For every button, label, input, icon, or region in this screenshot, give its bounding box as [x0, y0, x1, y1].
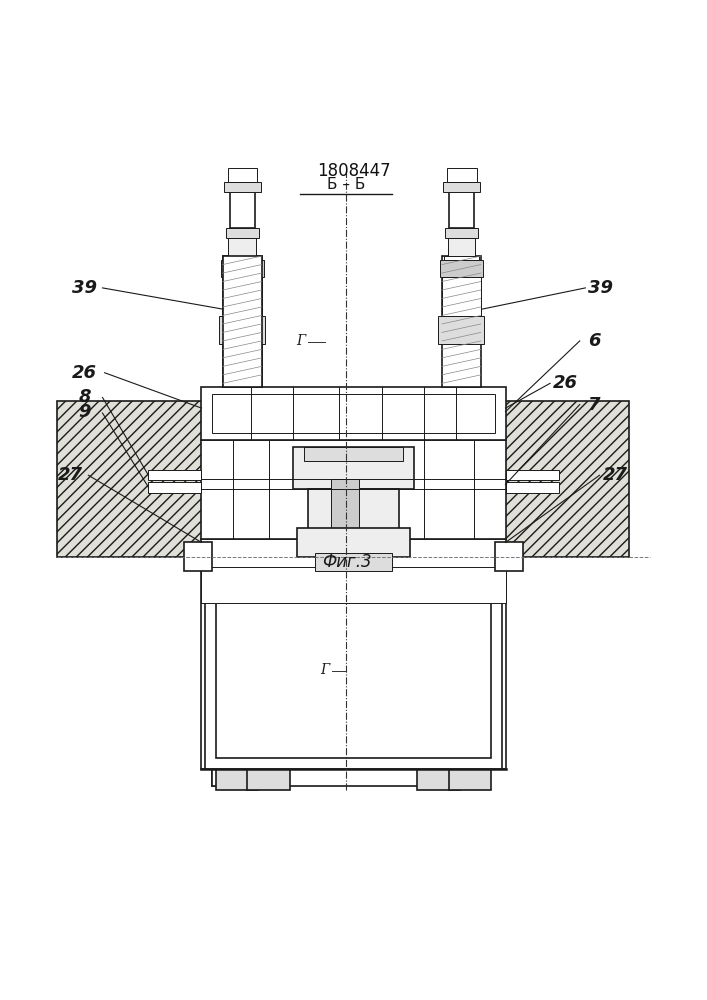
Bar	[331, 479, 359, 532]
Text: 39: 39	[72, 279, 98, 297]
Bar	[212, 394, 495, 433]
Bar	[506, 482, 559, 493]
Bar	[417, 769, 460, 790]
Bar	[442, 256, 481, 387]
Bar	[205, 557, 502, 769]
Bar	[216, 571, 491, 755]
Bar	[219, 316, 265, 344]
Bar	[228, 168, 257, 182]
Bar	[224, 182, 261, 192]
Bar	[304, 447, 403, 461]
Bar	[449, 189, 474, 228]
Bar	[447, 168, 477, 182]
Bar	[223, 277, 262, 316]
Bar	[223, 256, 262, 387]
Text: 27: 27	[58, 466, 83, 484]
Bar	[216, 567, 491, 758]
Bar	[247, 769, 290, 790]
Text: 26: 26	[72, 364, 98, 382]
Text: 27: 27	[602, 466, 628, 484]
Bar	[495, 542, 523, 571]
Text: Фиг.3: Фиг.3	[322, 553, 371, 571]
Bar	[444, 256, 479, 260]
Bar	[443, 182, 480, 192]
Bar	[221, 260, 264, 277]
Bar	[201, 557, 506, 769]
Bar	[201, 387, 506, 440]
Bar	[297, 528, 410, 557]
Bar	[293, 447, 414, 489]
Bar	[148, 482, 201, 493]
Text: 6: 6	[588, 332, 600, 350]
Bar	[223, 709, 251, 769]
Bar	[148, 470, 201, 480]
Text: 1808447: 1808447	[317, 162, 390, 180]
Bar	[449, 709, 477, 769]
Bar	[442, 277, 481, 316]
Text: 26: 26	[553, 374, 578, 392]
Bar	[201, 567, 506, 603]
Bar	[212, 769, 481, 786]
Bar	[481, 401, 629, 557]
Bar	[230, 189, 255, 228]
Bar	[445, 228, 478, 238]
Bar	[251, 709, 279, 769]
Text: 39: 39	[588, 279, 614, 297]
Bar	[421, 709, 449, 769]
Bar	[440, 260, 483, 277]
Bar	[201, 440, 506, 539]
Bar	[212, 769, 269, 786]
Text: 9: 9	[78, 403, 91, 421]
Bar	[57, 401, 205, 557]
Bar	[184, 542, 212, 571]
Text: 8: 8	[78, 388, 91, 406]
Bar	[225, 256, 259, 260]
Bar	[438, 316, 484, 344]
Bar	[223, 256, 262, 387]
Text: 7: 7	[588, 396, 600, 414]
Bar	[228, 238, 256, 256]
Bar	[308, 489, 399, 532]
Bar	[424, 769, 481, 786]
Bar	[216, 769, 258, 790]
Bar	[449, 769, 491, 790]
Bar	[448, 238, 475, 256]
Bar	[315, 553, 392, 571]
Bar	[201, 539, 506, 571]
Text: Б – Б: Б – Б	[327, 177, 366, 192]
Text: Г: Г	[320, 663, 330, 677]
Bar	[226, 228, 259, 238]
Bar	[506, 470, 559, 480]
Text: Г: Г	[296, 334, 305, 348]
